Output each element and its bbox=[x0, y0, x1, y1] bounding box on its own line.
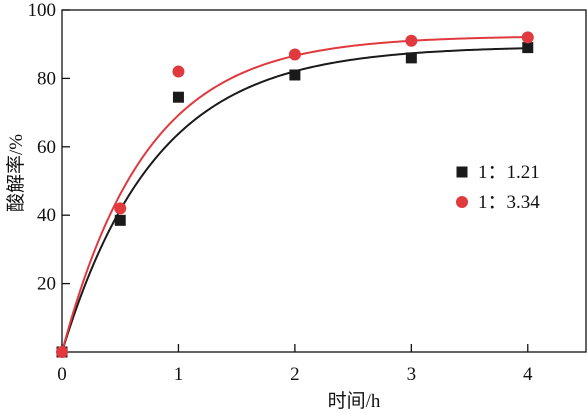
y-tick-label: 60 bbox=[37, 137, 56, 158]
series-2-point bbox=[288, 48, 301, 61]
y-tick-label: 20 bbox=[37, 274, 56, 295]
x-tick-label: 3 bbox=[407, 364, 417, 385]
fit-curves bbox=[61, 36, 528, 353]
series-1-point bbox=[114, 214, 126, 226]
data-points bbox=[56, 31, 534, 358]
series-2-point bbox=[521, 31, 534, 44]
series-1-point bbox=[172, 91, 184, 103]
x-axis-title: 时间/h bbox=[328, 390, 381, 412]
plot-frame bbox=[61, 9, 587, 353]
y-tick-label: 80 bbox=[37, 68, 56, 89]
series-2-point bbox=[405, 34, 418, 47]
legend-marker-square bbox=[456, 166, 468, 178]
y-tick-label: 100 bbox=[28, 0, 57, 21]
x-tick-label: 4 bbox=[523, 364, 533, 385]
series-1-point bbox=[405, 52, 417, 64]
tick-labels: 20 40 60 80 100 0 1 2 3 4 bbox=[28, 0, 534, 385]
series-2-point bbox=[56, 346, 68, 358]
series-1-point bbox=[522, 42, 534, 54]
legend: 1：1.21 1：3.34 bbox=[456, 162, 540, 213]
y-tick-label: 40 bbox=[37, 205, 56, 226]
x-tick-label: 2 bbox=[290, 364, 300, 385]
legend-label: 1：3.34 bbox=[478, 192, 540, 213]
legend-label: 1：1.21 bbox=[478, 162, 540, 183]
series-1-point bbox=[289, 69, 301, 81]
axes bbox=[61, 9, 587, 353]
series-2-point bbox=[114, 202, 127, 215]
legend-marker-circle bbox=[456, 196, 468, 208]
series-2-point bbox=[172, 65, 185, 78]
series-2-curve bbox=[61, 36, 528, 353]
x-tick-label: 1 bbox=[174, 364, 184, 385]
x-tick-label: 0 bbox=[57, 364, 67, 385]
y-axis-title: 酸解率/% bbox=[5, 134, 27, 212]
